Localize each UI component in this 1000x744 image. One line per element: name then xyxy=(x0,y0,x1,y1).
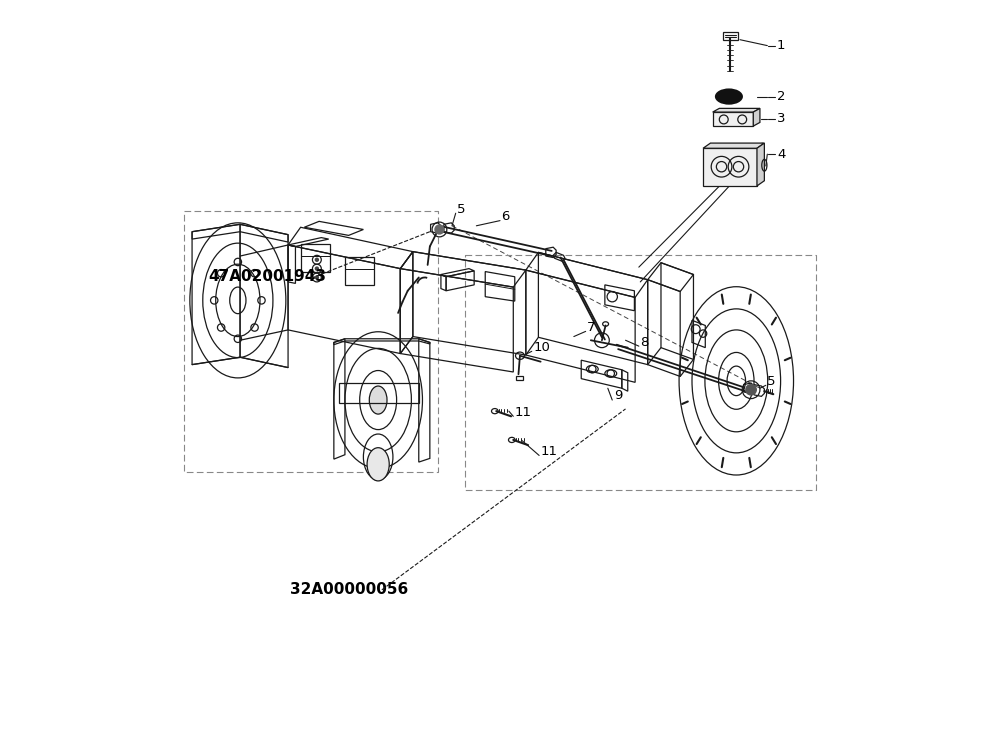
Text: 5: 5 xyxy=(767,375,776,388)
Circle shape xyxy=(315,275,319,280)
Circle shape xyxy=(315,257,319,262)
Text: 3: 3 xyxy=(777,112,785,125)
Ellipse shape xyxy=(369,386,387,414)
Polygon shape xyxy=(757,143,764,186)
Ellipse shape xyxy=(367,448,389,481)
Text: 10: 10 xyxy=(533,341,550,354)
Text: 9: 9 xyxy=(614,389,623,402)
Circle shape xyxy=(315,266,319,271)
Text: 47A02001943: 47A02001943 xyxy=(208,269,326,283)
Circle shape xyxy=(745,384,757,396)
Text: 11: 11 xyxy=(515,406,532,419)
Text: 6: 6 xyxy=(501,211,510,223)
Text: 8: 8 xyxy=(640,336,649,349)
Polygon shape xyxy=(753,109,760,126)
Text: 4: 4 xyxy=(777,147,785,161)
Ellipse shape xyxy=(715,89,743,105)
Polygon shape xyxy=(713,112,753,126)
Text: 1: 1 xyxy=(777,39,785,52)
Text: 11: 11 xyxy=(541,445,558,458)
Circle shape xyxy=(434,224,445,234)
Polygon shape xyxy=(703,143,764,148)
Polygon shape xyxy=(713,109,760,112)
Text: 5: 5 xyxy=(457,203,466,216)
Text: 32A00000056: 32A00000056 xyxy=(290,583,408,597)
Text: 7: 7 xyxy=(587,321,596,334)
Polygon shape xyxy=(703,148,757,186)
Text: 2: 2 xyxy=(777,90,785,103)
